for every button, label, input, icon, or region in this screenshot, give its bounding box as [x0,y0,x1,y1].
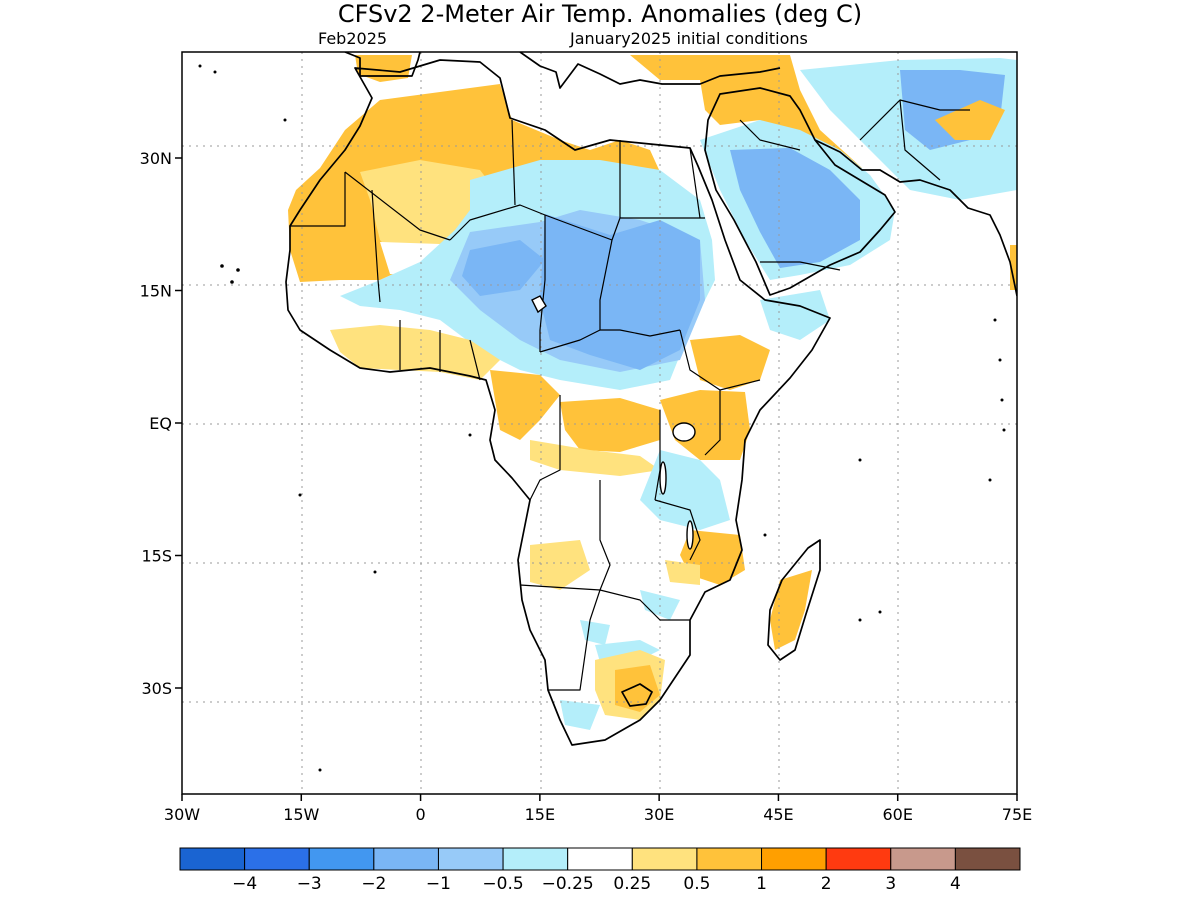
x-tick-label: 45E [763,805,793,824]
x-tick-label: 30E [644,805,674,824]
colorbar: −4 −3 −2 −1 −0.5 −0.25 0.25 0.5 1 2 3 4 [179,847,1021,894]
europe-coastline [344,52,421,77]
x-tick-label: 75E [1002,805,1032,824]
colorbar-swatch [954,847,1021,871]
africa-coastline [285,59,831,746]
x-tick-label: 0 [415,805,425,824]
colorbar-label: 4 [950,874,961,894]
colorbar-label: −0.25 [542,874,594,894]
colorbar-label: −3 [297,874,322,894]
colorbar-swatch [179,847,246,871]
colorbar-label: 3 [885,874,896,894]
lakes [531,295,696,707]
persian-gulf-coast [814,139,1017,297]
colorbar-label: −4 [232,874,257,894]
islands [198,64,1006,772]
x-tick-label: 15W [283,805,319,824]
madagascar-coastline [767,539,821,661]
colorbar-label: 1 [756,874,767,894]
x-tick-label: 15E [525,805,555,824]
colorbar-swatch [825,847,892,871]
colorbar-swatch [890,847,956,871]
lake-victoria [672,422,696,442]
colorbar-swatch [308,847,375,871]
y-tick-label: 15S [141,547,172,566]
x-tick-label: 60E [882,805,912,824]
colorbar-swatch [567,847,633,871]
colorbar-swatch [437,847,504,871]
lake-malawi [686,520,694,550]
axis-ticks: 30W 15W 0 15E 30E 45E 60E 75E 30N 15N EQ 15S 30S [140,149,1033,824]
colorbar-swatch [761,847,827,871]
x-tick-label: 30W [164,805,200,824]
map-panel [182,52,1017,794]
lake-chad [531,295,547,314]
y-tick-label: EQ [149,414,172,433]
lake-tanganyika [659,461,667,495]
mediterranean-north-coast [519,52,781,89]
colorbar-label: 0.5 [683,874,710,894]
y-tick-label: 30N [140,149,172,168]
subtitle-initial-conditions: January2025 initial conditions [569,29,808,48]
arabia-coastline [704,87,896,296]
coastlines [285,52,1017,746]
lesotho-outline [621,683,653,707]
y-tick-label: 15N [140,282,172,301]
subtitle-valid-month: Feb2025 [318,29,387,48]
colorbar-swatch [244,847,310,871]
colorbar-swatch [373,847,439,871]
y-tick-label: 30S [141,679,172,698]
colorbar-label: 2 [821,874,832,894]
colorbar-label: −2 [361,874,386,894]
colorbar-swatch [502,847,569,871]
colorbar-swatch [631,847,698,871]
figure-title: CFSv2 2-Meter Air Temp. Anomalies (deg C… [338,0,862,28]
colorbar-label: −1 [426,874,451,894]
colorbar-label: −0.5 [482,874,523,894]
colorbar-swatch [696,847,763,871]
colorbar-label: 0.25 [613,874,651,894]
